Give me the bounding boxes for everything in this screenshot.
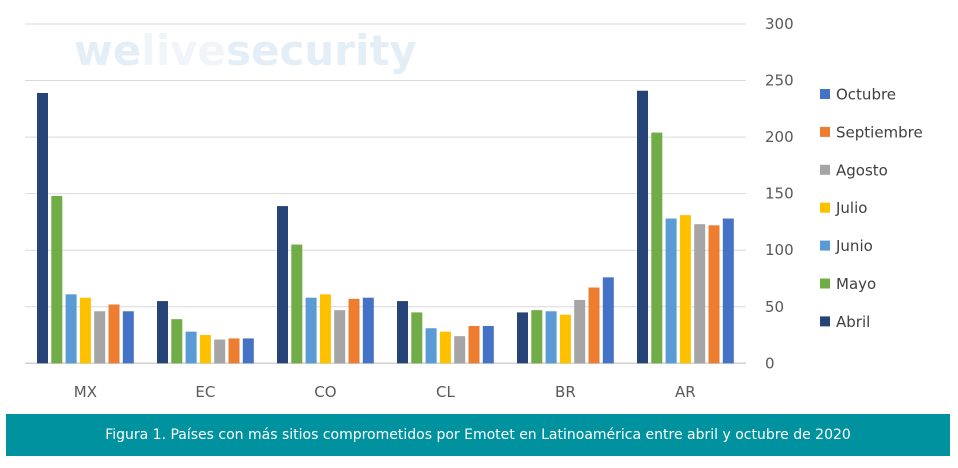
- bar-chart: 0 50 100 150 200 250 300 MX EC CO CL BR AR Octubre S…: [25, 15, 923, 401]
- bar-co-agosto: [334, 310, 346, 364]
- x-category-label: BR: [555, 383, 576, 401]
- y-tick-label: 50: [765, 298, 784, 316]
- bar-ar-julio: [679, 215, 691, 364]
- y-tick-label: 250: [765, 72, 794, 90]
- legend-swatch: [820, 316, 830, 327]
- x-category-label: CL: [436, 383, 455, 401]
- legend-swatch: [820, 164, 830, 175]
- bar-ar-agosto: [694, 224, 706, 364]
- bar-br-abril: [517, 312, 528, 364]
- bar-ar-mayo: [651, 132, 663, 364]
- bar-co-septiembre: [348, 298, 360, 364]
- bar-co-mayo: [291, 244, 303, 364]
- bar-cl-mayo: [411, 312, 423, 364]
- bar-cl-julio: [439, 331, 451, 364]
- y-tick-label: 300: [765, 15, 794, 33]
- bar-cl-junio: [425, 328, 437, 364]
- bar-cl-agosto: [454, 336, 466, 364]
- figure-caption: Figura 1. Países con más sitios comprome…: [105, 427, 851, 443]
- legend-label: Julio: [835, 199, 867, 217]
- bar-ar-abril: [637, 90, 648, 364]
- bar-mx-mayo: [51, 195, 63, 364]
- bar-ar-octubre: [722, 218, 734, 364]
- y-tick-label: 150: [765, 185, 794, 203]
- legend-label: Agosto: [836, 161, 888, 179]
- legend-swatch: [820, 89, 830, 99]
- y-tick-label: 100: [765, 241, 794, 259]
- legend-label: Junio: [835, 237, 873, 255]
- bar-br-septiembre: [588, 287, 600, 364]
- watermark-part-live: live: [141, 26, 226, 75]
- bar-ar-septiembre: [708, 225, 720, 364]
- legend-label: Octubre: [836, 86, 896, 104]
- legend-swatch: [820, 278, 830, 289]
- bar-br-octubre: [602, 277, 614, 364]
- bar-br-mayo: [531, 310, 543, 364]
- bar-cl-abril: [397, 301, 408, 364]
- x-category-label: AR: [675, 383, 696, 401]
- y-axis-ticks: 0 50 100 150 200 250 300: [765, 15, 794, 372]
- bar-ec-julio: [199, 335, 211, 364]
- bar-mx-octubre: [122, 311, 134, 364]
- bar-cl-octubre: [482, 325, 494, 364]
- bar-ec-octubre: [242, 338, 254, 364]
- legend-swatch: [820, 126, 830, 137]
- gridlines: [25, 23, 746, 365]
- bar-ar-junio: [665, 218, 677, 364]
- legend-item-abril: Abril: [820, 313, 870, 331]
- y-tick-label: 0: [765, 354, 775, 372]
- legend-item-mayo: Mayo: [820, 275, 876, 293]
- legend-label: Septiembre: [836, 123, 923, 141]
- legend-item-junio: Junio: [820, 237, 873, 255]
- bar-mx-junio: [65, 294, 77, 364]
- x-axis-categories: MX EC CO CL BR AR: [74, 383, 696, 401]
- bar-mx-julio: [79, 297, 91, 364]
- welivesecurity-watermark: welivesecurity: [74, 26, 417, 75]
- figure-caption-bar: Figura 1. Países con más sitios comprome…: [6, 414, 950, 456]
- legend-item-octubre: Octubre: [820, 86, 896, 104]
- bar-ec-mayo: [171, 319, 183, 364]
- legend-item-julio: Julio: [820, 199, 867, 217]
- bar-ec-junio: [185, 331, 197, 364]
- legend-label: Abril: [836, 313, 870, 331]
- legend-label: Mayo: [836, 275, 876, 293]
- bar-mx-agosto: [94, 311, 106, 364]
- legend-item-septiembre: Septiembre: [820, 123, 923, 141]
- y-tick-label: 200: [765, 128, 794, 146]
- legend: Octubre Septiembre Agosto Julio Junio Mayo Abr…: [820, 86, 923, 331]
- bar-mx-abril: [37, 92, 48, 364]
- x-category-label: MX: [74, 383, 97, 401]
- x-category-label: CO: [314, 383, 336, 401]
- bar-mx-septiembre: [108, 304, 120, 364]
- bar-br-julio: [559, 314, 571, 364]
- bar-cl-septiembre: [468, 325, 480, 364]
- legend-item-agosto: Agosto: [820, 161, 888, 179]
- bar-br-junio: [545, 311, 557, 364]
- legend-swatch: [820, 240, 830, 251]
- bar-ec-abril: [157, 301, 168, 364]
- watermark-part-we: we: [74, 26, 142, 75]
- bar-co-julio: [319, 294, 331, 364]
- legend-swatch: [820, 202, 830, 213]
- watermark-part-security: security: [225, 26, 417, 75]
- bar-ec-agosto: [214, 339, 226, 364]
- bar-br-agosto: [574, 299, 586, 364]
- bar-ec-septiembre: [228, 338, 240, 364]
- bars: [37, 90, 734, 364]
- bar-co-abril: [277, 206, 288, 364]
- bar-co-junio: [305, 297, 317, 364]
- x-category-label: EC: [195, 383, 215, 401]
- bar-co-octubre: [362, 297, 374, 364]
